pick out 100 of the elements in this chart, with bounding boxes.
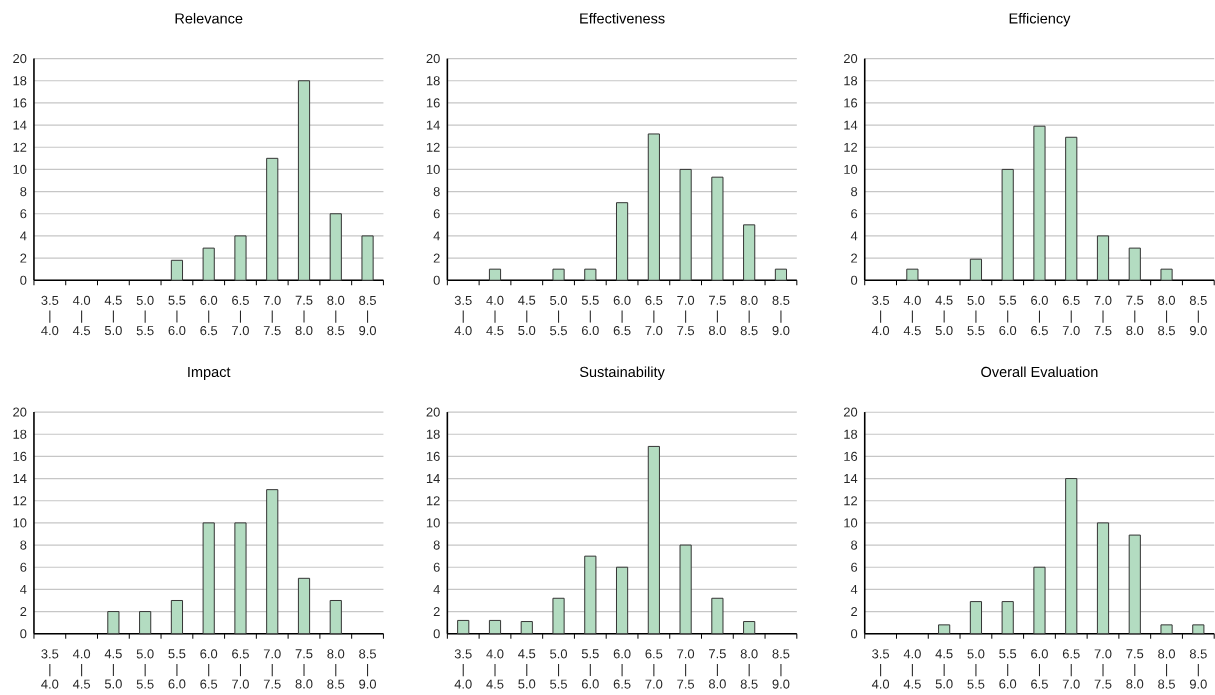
bar: [329, 213, 342, 281]
y-tick-label: 2: [851, 253, 858, 263]
x-tick-label: 3.5 | 4.0: [41, 295, 59, 336]
x-tick-label: 6.0 | 6.5: [613, 649, 631, 689]
x-tick-label: 5.5 | 6.0: [168, 295, 186, 335]
y-tick-label: 6: [851, 562, 858, 572]
y-tick-label: 14: [13, 120, 27, 130]
x-tick-label: 4.0 | 4.5: [486, 649, 504, 689]
bar: [457, 619, 470, 635]
x-tick-label: 3.5 | 4.0: [454, 295, 472, 336]
y-tick-label: 8: [433, 540, 440, 550]
y-tick-label: 8: [433, 186, 440, 197]
x-tick-label: 6.5 | 7.0: [1062, 649, 1080, 689]
y-tick-label: 16: [13, 451, 27, 461]
bar: [361, 235, 374, 281]
x-tick-label: 4.5 | 5.0: [104, 649, 122, 689]
bar: [584, 555, 597, 635]
y-tick-label: 2: [433, 606, 440, 616]
y-tick-label: 10: [426, 518, 440, 528]
y-tick-label: 12: [13, 496, 27, 506]
x-tick-label: 4.0 | 4.5: [72, 295, 91, 336]
y-tick-label: 18: [844, 76, 858, 86]
bar: [1001, 168, 1014, 281]
y-tick-label: 20: [426, 407, 440, 417]
x-tick-label: 6.5 | 7.0: [232, 295, 249, 336]
x-tick-label: 5.5 | 6.0: [581, 295, 599, 335]
x-tick-label: 8.5 | 9.0: [772, 295, 790, 336]
x-tick-label: 3.5 | 4.0: [41, 649, 59, 689]
bar: [615, 566, 629, 635]
x-tick-label: 6.0 | 6.5: [200, 649, 218, 689]
bar: [1160, 268, 1173, 281]
bar: [584, 268, 597, 281]
bar: [297, 80, 311, 281]
bar: [774, 268, 788, 281]
x-tick-label: 3.5 | 4.0: [871, 649, 890, 689]
bar: [552, 268, 565, 281]
bar: [552, 597, 565, 635]
bar: [107, 610, 120, 635]
y-tick-label: 6: [20, 562, 27, 572]
x-tick-label: 5.0 | 5.5: [136, 295, 154, 336]
y-tick-label: 12: [426, 142, 440, 152]
y-tick-label: 20: [13, 407, 27, 417]
chart-title: Sustainability: [579, 366, 665, 380]
x-tick-label: 8.0 | 8.5: [740, 295, 758, 336]
bar: [679, 544, 692, 635]
y-tick-label: 6: [433, 209, 440, 219]
bar: [1160, 624, 1173, 635]
x-tick-label: 5.0 | 5.5: [967, 295, 985, 336]
y-tick-label: 20: [843, 53, 858, 64]
x-tick-label: 6.5 | 7.0: [232, 649, 249, 689]
y-tick-label: 4: [433, 231, 440, 241]
chart-title: Efficiency: [1009, 12, 1071, 27]
bar: [1033, 125, 1046, 281]
y-tick-label: 14: [844, 473, 858, 483]
bar: [1096, 522, 1110, 635]
y-tick-label: 16: [426, 451, 440, 461]
y-tick-label: 0: [433, 275, 440, 285]
y-tick-label: 18: [426, 429, 440, 439]
y-tick-label: 8: [851, 186, 858, 197]
bar: [488, 268, 502, 281]
y-tick-label: 18: [844, 429, 858, 439]
y-tick-label: 20: [843, 407, 858, 417]
bar: [266, 489, 279, 635]
x-tick-label: 4.5 | 5.0: [104, 295, 122, 335]
x-tick-label: 8.5 | 9.0: [1189, 649, 1207, 689]
x-tick-label: 5.5 | 6.0: [581, 649, 599, 689]
bar: [679, 168, 692, 281]
bar: [938, 624, 951, 635]
y-tick-label: 14: [426, 473, 440, 483]
x-tick-label: 7.5 | 8.0: [1126, 295, 1144, 335]
x-tick-label: 7.0 | 7.5: [263, 649, 281, 689]
chart-title: Overall Evaluation: [981, 366, 1098, 377]
y-tick-label: 8: [20, 540, 27, 550]
x-tick-label: 8.5 | 9.0: [1189, 295, 1207, 336]
x-tick-label: 8.0 | 8.5: [740, 649, 758, 689]
x-tick-label: 7.5 | 8.0: [295, 649, 313, 689]
y-tick-label: 10: [13, 164, 27, 174]
y-tick-label: 0: [851, 629, 858, 639]
x-tick-label: 6.5 | 7.0: [1062, 295, 1080, 336]
y-tick-label: 4: [20, 231, 27, 241]
bar: [647, 445, 660, 635]
x-tick-label: 8.0 | 8.5: [1158, 295, 1176, 336]
y-tick-label: 2: [433, 253, 440, 263]
bar: [1065, 477, 1078, 635]
x-tick-label: 5.5 | 6.0: [999, 295, 1017, 335]
y-tick-label: 10: [844, 164, 858, 174]
x-tick-label: 4.5 | 5.0: [935, 649, 953, 689]
y-tick-label: 18: [13, 429, 27, 439]
bar: [647, 133, 660, 281]
bar: [969, 600, 983, 635]
bar: [234, 235, 247, 281]
x-tick-label: 7.0 | 7.5: [1094, 295, 1112, 336]
x-tick-label: 4.5 | 5.0: [935, 295, 953, 335]
y-tick-label: 10: [13, 518, 27, 528]
bar: [743, 620, 756, 635]
y-tick-label: 20: [426, 53, 440, 64]
bar: [520, 620, 533, 635]
bar: [1065, 136, 1078, 281]
x-tick-label: 4.5 | 5.0: [518, 295, 536, 335]
x-tick-label: 8.0 | 8.5: [327, 295, 345, 336]
